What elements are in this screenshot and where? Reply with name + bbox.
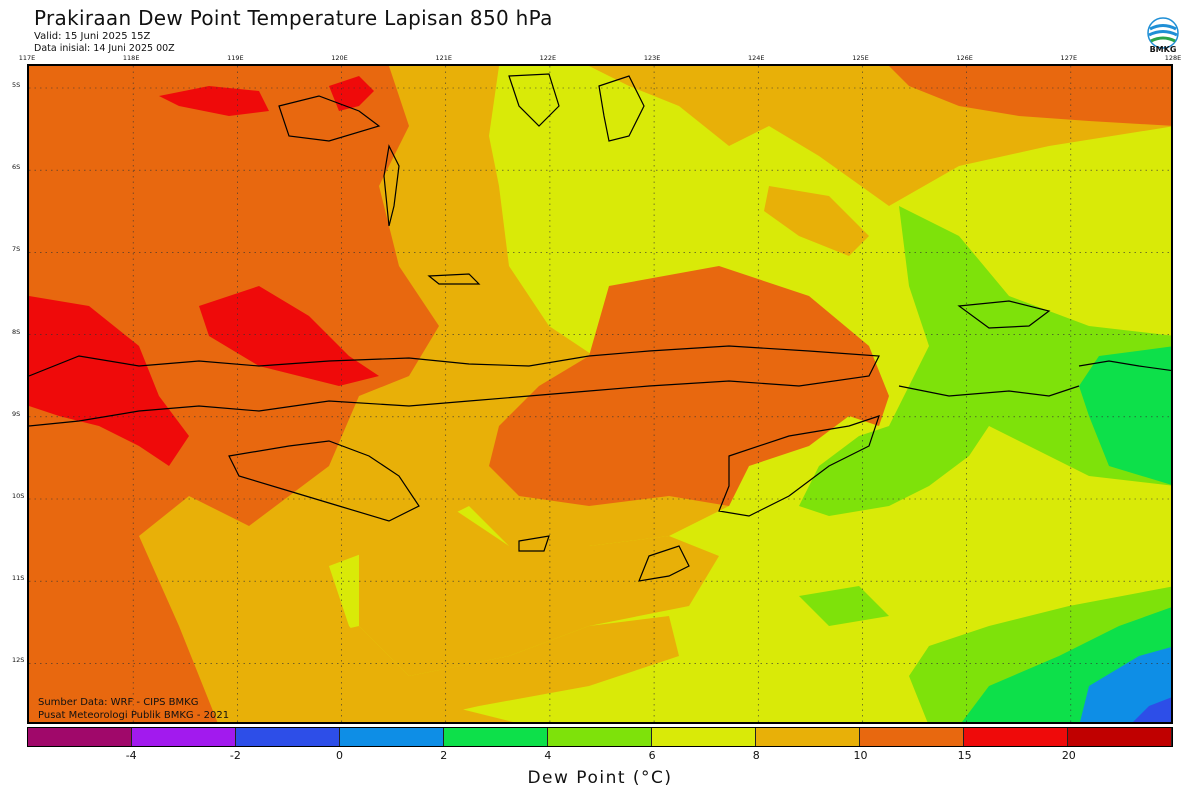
bmkg-logo-icon <box>1147 17 1179 49</box>
lon-label: 120E <box>331 54 348 62</box>
colorbar <box>27 727 1173 747</box>
contour-neg2-0 <box>1133 697 1171 722</box>
data-source-credit: Sumber Data: WRF - CIPS BMKG <box>38 697 199 708</box>
lon-label: 121E <box>435 54 452 62</box>
lon-label: 122E <box>539 54 557 62</box>
colorbar-segment <box>236 728 340 746</box>
colorbar-segment <box>652 728 756 746</box>
lon-label: 123E <box>643 54 661 62</box>
contour-field <box>29 66 1171 722</box>
colorbar-segment <box>756 728 860 746</box>
colorbar-segment <box>28 728 132 746</box>
colorbar-segment <box>1068 728 1172 746</box>
contour-2-4 <box>1079 346 1171 485</box>
colorbar-segment <box>860 728 964 746</box>
lat-label: 5S <box>12 81 21 89</box>
colorbar-tick-label: 20 <box>1061 749 1076 762</box>
colorbar-segment <box>340 728 444 746</box>
contour-15-20-a <box>159 86 269 116</box>
contour-0-2 <box>1080 647 1171 722</box>
lat-label: 6S <box>12 163 21 172</box>
lon-label: 126E <box>956 54 973 62</box>
colorbar-tick-label: 4 <box>544 749 552 762</box>
contour-8-10-south <box>359 506 719 676</box>
colorbar-tick-label: 10 <box>853 749 868 762</box>
colorbar-segment <box>548 728 652 746</box>
contour-8-10-south2 <box>229 616 679 722</box>
colorbar-title: Dew Point (°C) <box>527 768 673 788</box>
graticule <box>29 66 1171 722</box>
init-time: Data inisial: 14 Juni 2025 00Z <box>34 43 175 54</box>
colorbar-tick-label: 0 <box>336 749 344 762</box>
lat-label: 7S <box>12 245 21 254</box>
lat-label: 9S <box>12 409 21 418</box>
lat-label: 8S <box>12 327 21 336</box>
contour-4-6 <box>799 206 1171 722</box>
logo-text: BMKG <box>1149 45 1177 54</box>
lon-label: 118E <box>122 54 140 62</box>
colorbar-segment <box>964 728 1068 746</box>
dew-point-map <box>27 64 1173 724</box>
colorbar-tick-label: 8 <box>752 749 760 762</box>
coastlines <box>29 73 1171 582</box>
colorbar-tick-label: -2 <box>229 749 241 762</box>
contour-4-6-b <box>799 586 889 626</box>
contour-10-15-ne <box>889 66 1171 126</box>
contour-10-15-core <box>489 266 889 506</box>
map-title: Prakiraan Dew Point Temperature Lapisan … <box>34 6 553 30</box>
colorbar-tick-label: 2 <box>440 749 448 762</box>
colorbar-tick-label: 15 <box>957 749 972 762</box>
colorbar-segment <box>132 728 236 746</box>
valid-time: Valid: 15 Juni 2025 15Z <box>34 31 151 42</box>
lon-label: 124E <box>748 54 765 62</box>
lon-label: 119E <box>227 54 244 62</box>
colorbar-tick-label: -4 <box>125 749 137 762</box>
lat-label: 12S <box>12 656 25 665</box>
colorbar-segment <box>444 728 548 746</box>
lat-label: 11S <box>12 574 25 583</box>
lat-label: 10S <box>12 492 25 500</box>
contour-15-20-d <box>29 296 189 466</box>
contour-15-20-b <box>329 76 374 111</box>
colorbar-tick-label: 6 <box>648 749 656 762</box>
publisher-credit: Pusat Meteorologi Publik BMKG - 2021 <box>38 710 230 721</box>
lon-label: 128E <box>1164 54 1182 62</box>
contour-8-10-pocket <box>764 186 869 256</box>
lon-label: 127E <box>1060 54 1078 62</box>
lon-label: 125E <box>852 54 869 62</box>
lon-label: 117E <box>18 54 36 62</box>
